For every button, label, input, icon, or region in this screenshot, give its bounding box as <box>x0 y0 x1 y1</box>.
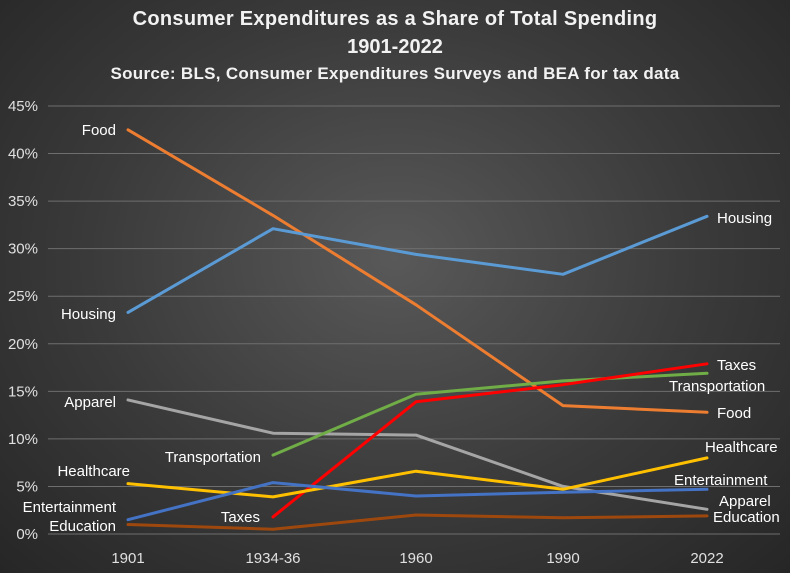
series-label-taxes: Taxes <box>221 509 260 526</box>
series-line-entertainment <box>126 481 709 522</box>
series-line-education <box>126 513 709 531</box>
chart-subtitle: 1901-2022 <box>347 36 443 58</box>
y-tick-label: 15% <box>8 383 38 400</box>
series-line-housing <box>126 214 709 314</box>
x-tick-label: 1990 <box>546 550 579 567</box>
series-line-transportation <box>271 371 709 457</box>
series-line-apparel <box>126 398 709 511</box>
y-tick-label: 35% <box>8 193 38 210</box>
series-line-taxes <box>271 362 709 519</box>
y-tick-label: 20% <box>8 336 38 353</box>
series-label-healthcare: Healthcare <box>57 463 130 480</box>
series-label-taxes: Taxes <box>717 357 756 374</box>
series-label-transportation: Transportation <box>165 449 261 466</box>
series-label-housing: Housing <box>61 306 116 323</box>
series-label-housing: Housing <box>717 210 772 227</box>
series-label-food: Food <box>717 405 751 422</box>
series-label-apparel: Apparel <box>64 394 116 411</box>
series-line-food <box>126 128 709 414</box>
y-tick-label: 0% <box>16 526 38 543</box>
x-tick-label: 1901 <box>111 550 144 567</box>
x-tick-label: 1960 <box>399 550 432 567</box>
series-label-entertainment: Entertainment <box>674 472 768 489</box>
series-label-apparel: Apparel <box>719 493 771 510</box>
y-tick-label: 10% <box>8 431 38 448</box>
series-label-entertainment: Entertainment <box>23 499 117 516</box>
series-label-food: Food <box>82 122 116 139</box>
x-tick-label: 1934-36 <box>245 550 300 567</box>
y-tick-label: 45% <box>8 98 38 115</box>
series-label-education: Education <box>713 509 780 526</box>
chart-title: Consumer Expenditures as a Share of Tota… <box>132 8 658 30</box>
series-label-healthcare: Healthcare <box>705 439 778 456</box>
series-label-transportation: Transportation <box>669 378 765 395</box>
series-line-healthcare <box>126 456 709 499</box>
y-tick-label: 5% <box>16 478 38 495</box>
series-label-education: Education <box>49 518 116 535</box>
y-tick-label: 25% <box>8 288 38 305</box>
y-tick-label: 30% <box>8 241 38 258</box>
x-tick-label: 2022 <box>690 550 723 567</box>
y-tick-label: 40% <box>8 146 38 163</box>
chart-source: Source: BLS, Consumer Expenditures Surve… <box>110 64 680 83</box>
